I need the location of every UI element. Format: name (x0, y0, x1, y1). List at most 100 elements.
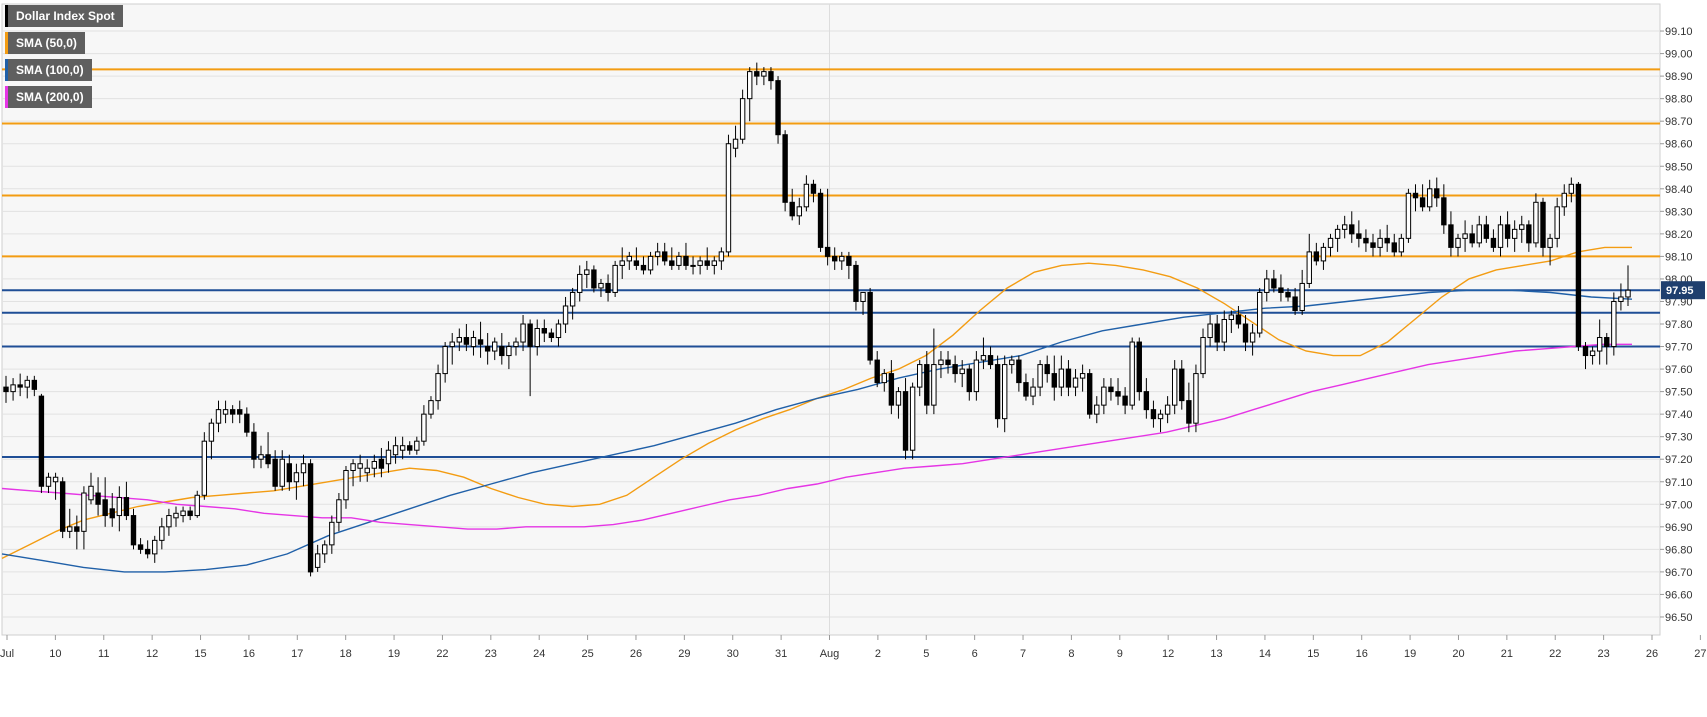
x-tick-label: 11 (98, 648, 109, 660)
candle (1207, 314, 1213, 347)
candle-body (1129, 341, 1135, 406)
candle-body (1363, 237, 1369, 244)
candle-body (17, 384, 23, 388)
candle-body (1299, 282, 1305, 311)
candle (1009, 355, 1015, 374)
candle-body (1391, 242, 1397, 253)
y-tick-label: 98.40 (1665, 184, 1693, 196)
candle (1596, 319, 1603, 365)
candle-body (1207, 323, 1213, 339)
candle-body (470, 337, 477, 348)
candle-body (881, 373, 887, 384)
candle-body (215, 409, 222, 424)
candle (803, 175, 810, 212)
candle (286, 454, 293, 491)
candle-body (1306, 251, 1312, 284)
candle-body (803, 183, 810, 208)
candle (477, 321, 484, 358)
candle (463, 324, 470, 352)
candle-body (1157, 413, 1164, 420)
candle-body (938, 359, 944, 366)
candle (881, 369, 887, 392)
legend-item-sma-50[interactable]: SMA (50,0) (5, 32, 85, 54)
legend-item-sma-100[interactable]: SMA (100,0) (5, 59, 92, 81)
candle-body (1164, 404, 1171, 415)
candle-body (697, 260, 703, 266)
candle-body (1356, 233, 1362, 239)
candle-body (484, 346, 491, 352)
candle (1554, 197, 1560, 248)
candle (1611, 292, 1617, 356)
candle (1129, 337, 1135, 410)
candle-body (300, 463, 307, 474)
candle (895, 387, 902, 419)
candle (350, 459, 356, 487)
candle-body (1476, 224, 1482, 244)
candle-body (456, 337, 463, 343)
candle-body (1511, 228, 1518, 239)
legend-swatch (5, 5, 8, 27)
candle-body (548, 332, 555, 339)
candle-body (1625, 289, 1631, 298)
candle (640, 256, 647, 275)
candle-body (357, 463, 363, 469)
candle (407, 441, 413, 455)
candle-body (414, 440, 420, 451)
candle (1363, 229, 1369, 252)
candle-body (846, 255, 852, 266)
legend-item-price[interactable]: Dollar Index Spot (5, 5, 123, 27)
candle-body (1575, 183, 1582, 348)
candle-body (1341, 224, 1348, 230)
candle (194, 490, 200, 518)
candle (314, 544, 321, 572)
candle (173, 506, 179, 527)
candle (484, 333, 491, 365)
candle (428, 396, 434, 419)
candle-body (1412, 192, 1419, 199)
candle-body (1320, 246, 1327, 262)
candle-body (1398, 237, 1405, 253)
candle (222, 400, 229, 424)
y-tick-label: 96.70 (1665, 567, 1693, 579)
candle (499, 333, 505, 365)
candle-body (258, 454, 264, 460)
candle (1179, 360, 1185, 410)
y-tick-label: 97.90 (1665, 296, 1693, 308)
candle (435, 364, 441, 410)
legend-item-sma-200[interactable]: SMA (200,0) (5, 86, 92, 108)
candle-body (307, 463, 314, 573)
candle (59, 477, 66, 539)
candle-body (1285, 291, 1291, 298)
candle (1327, 233, 1334, 257)
candle (711, 256, 717, 275)
candle (952, 355, 958, 383)
legend-swatch (5, 86, 8, 108)
x-tick-label: 18 (340, 648, 352, 660)
candle-body (1278, 287, 1284, 293)
candle (555, 319, 562, 347)
candle-body (237, 409, 243, 415)
candle (1016, 355, 1022, 392)
x-tick-label: 30 (727, 648, 739, 660)
candle (116, 486, 123, 532)
candle (1086, 369, 1093, 419)
candle-body (619, 260, 625, 266)
candle (513, 337, 519, 356)
candle (1030, 378, 1036, 406)
candle (378, 447, 385, 478)
candle-body (1009, 359, 1015, 366)
candle-body (506, 346, 512, 357)
candle (633, 247, 640, 270)
candle (385, 441, 392, 473)
candle-body (1547, 237, 1553, 248)
candle-body (1179, 368, 1185, 402)
plot-area (1, 3, 1661, 636)
candle (1561, 184, 1567, 216)
candle-body (612, 264, 618, 293)
candle (789, 188, 795, 221)
candle-body (626, 255, 632, 262)
candle-body (640, 264, 647, 271)
candle (888, 360, 895, 415)
sma-line (1, 343, 1632, 530)
